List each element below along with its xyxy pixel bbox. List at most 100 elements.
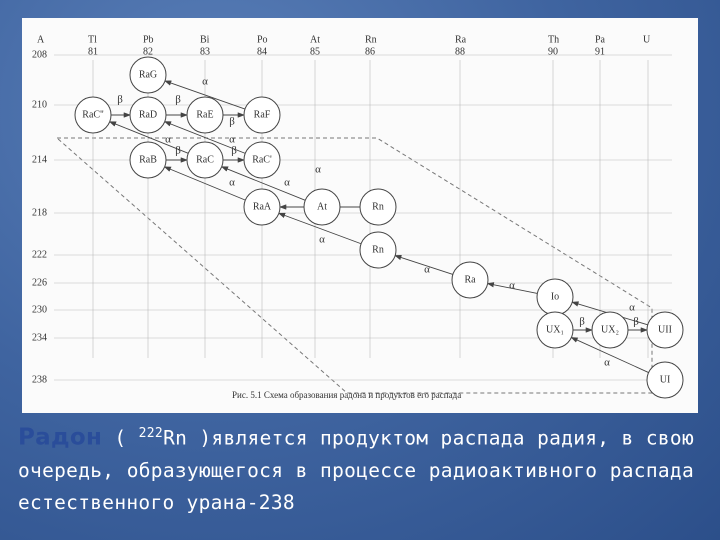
column-symbol: Ra: [455, 34, 467, 45]
nuclide-label: RaC': [252, 154, 272, 165]
decay-arrow: [164, 80, 246, 110]
decay-arrow: [108, 121, 189, 154]
nuclide-label: UI: [660, 374, 671, 385]
caption: Рис. 5.1 Схема образования радона и прод…: [232, 390, 461, 400]
decay-arrow: [570, 337, 649, 373]
column-symbol: Pa: [595, 34, 606, 45]
nuclide-label: UII: [658, 324, 672, 335]
row-label: 222: [32, 249, 47, 260]
nuclide: [243, 188, 281, 226]
nuclide-label: UX₁: [546, 324, 564, 335]
decay-label: α: [315, 164, 321, 176]
mass-number: 222: [138, 426, 164, 441]
decay-label: β: [229, 116, 235, 128]
nuclide: [536, 311, 574, 349]
column-symbol: Bi: [200, 34, 210, 45]
column-z: 82: [143, 46, 153, 57]
decay-arrow: [278, 212, 362, 245]
column-z: 91: [595, 46, 605, 57]
decay-label: α: [165, 134, 171, 146]
column-symbol: Th: [548, 34, 559, 45]
nuclide: [359, 188, 397, 226]
column-z: 84: [257, 46, 267, 57]
column-symbol: U: [643, 34, 651, 45]
column-z: 86: [365, 46, 375, 57]
decay-label: α: [229, 177, 235, 189]
nuclide: [243, 141, 281, 179]
decay-arrow: [486, 282, 538, 294]
nuclide-label: UX₂: [601, 324, 619, 335]
nuclide: [74, 96, 112, 134]
nuclide: [243, 96, 281, 134]
nuclide-label: RaA: [253, 201, 272, 212]
decay-label: β: [633, 316, 639, 328]
decay-label: β: [175, 145, 181, 157]
nuclide: [646, 361, 684, 399]
nuclide-label: RaD: [139, 109, 157, 120]
column-symbol: At: [310, 34, 320, 45]
decay-label: α: [229, 134, 235, 146]
decay-label: β: [579, 316, 585, 328]
nuclide: [129, 56, 167, 94]
decay-arrow: [220, 166, 306, 201]
column-symbol: Tl: [88, 34, 97, 45]
decay-label: α: [284, 177, 290, 189]
decay-label: α: [629, 302, 635, 314]
nuclide-label: RaE: [196, 109, 213, 120]
region-outline: [55, 137, 653, 394]
decay-label: α: [202, 76, 208, 88]
nuclide-label: RaG: [139, 69, 157, 80]
column-z: 83: [200, 46, 210, 57]
row-label: 230: [32, 304, 47, 315]
nuclide: [186, 141, 224, 179]
row-label: 214: [32, 154, 47, 165]
decay-label: β: [231, 145, 237, 157]
decay-arrow: [163, 121, 246, 154]
column-symbol: Pb: [143, 34, 154, 45]
mass-header: A: [37, 34, 45, 45]
nuclide-label: RaF: [254, 109, 271, 120]
decay-label: α: [424, 264, 430, 276]
decay-label: α: [604, 357, 610, 369]
nuclide: [129, 96, 167, 134]
nuclide: [591, 311, 629, 349]
nuclide-label: At: [317, 201, 327, 212]
nuclide: [646, 311, 684, 349]
nuclide: [129, 141, 167, 179]
nuclide: [451, 261, 489, 299]
column-z: 88: [455, 46, 465, 57]
nuclide-label: RaB: [139, 154, 157, 165]
decay-label: β: [117, 94, 123, 106]
row-label: 218: [32, 207, 47, 218]
column-z: 85: [310, 46, 320, 57]
paragraph: Радон ( 222Rn )является продуктом распад…: [18, 418, 694, 519]
column-symbol: Rn: [365, 34, 377, 45]
row-label: 210: [32, 99, 47, 110]
nuclide-label: Rn: [372, 244, 384, 255]
term: Радон: [18, 424, 103, 451]
decay-label: α: [509, 280, 515, 292]
row-label: 208: [32, 49, 47, 60]
nuclide-label: Io: [551, 291, 559, 302]
decay-arrow: [163, 166, 246, 201]
nuclide-label: RaC: [196, 154, 214, 165]
row-label: 238: [32, 374, 47, 385]
paren: (: [114, 426, 127, 450]
nuclide: [303, 188, 341, 226]
nuclide: [359, 231, 397, 269]
column-z: 90: [548, 46, 558, 57]
decay-label: β: [175, 94, 181, 106]
decay-label: α: [319, 234, 325, 246]
nuclide: [186, 96, 224, 134]
decay-arrow: [394, 254, 454, 275]
column-symbol: Po: [257, 34, 268, 45]
body: Rn )является продуктом распада радия, в …: [18, 426, 694, 514]
nuclide-label: RaC'': [82, 109, 104, 120]
row-label: 226: [32, 277, 47, 288]
row-label: 234: [32, 332, 47, 343]
column-z: 81: [88, 46, 98, 57]
decay-scheme: A Рис. 5.1 Схема образования радона и пр…: [22, 18, 698, 413]
nuclide-label: Rn: [372, 201, 384, 212]
nuclide-label: Ra: [464, 274, 476, 285]
